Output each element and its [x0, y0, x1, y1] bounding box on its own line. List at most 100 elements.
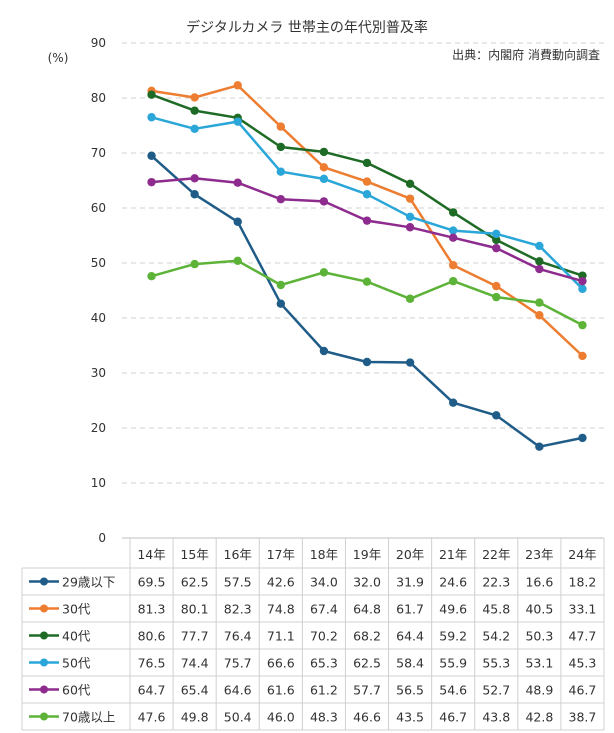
data-label: 74.4 [181, 656, 209, 671]
data-label: 38.7 [569, 710, 597, 725]
x-tick-label: 20年 [396, 547, 424, 562]
data-point [405, 212, 415, 221]
data-point [492, 281, 501, 291]
y-tick-label: 10 [91, 476, 106, 490]
data-point [405, 179, 415, 188]
data-label: 52.7 [482, 683, 510, 698]
data-label: 42.6 [267, 575, 295, 590]
data-point [405, 223, 415, 232]
data-point [535, 241, 544, 251]
y-tick-label: 40 [91, 311, 106, 325]
y-tick-label: 30 [91, 366, 106, 380]
data-point [362, 158, 372, 168]
data-point [448, 276, 458, 286]
data-point [147, 272, 156, 281]
data-label: 48.3 [310, 710, 338, 725]
data-label: 48.9 [525, 683, 553, 698]
data-point [190, 106, 199, 115]
x-tick-label: 17年 [267, 547, 295, 562]
data-point [147, 90, 156, 99]
series-line [151, 259, 584, 327]
x-tick-label: 18年 [310, 547, 338, 562]
data-point [233, 256, 242, 265]
data-label: 65.4 [181, 683, 209, 698]
data-point [190, 174, 199, 183]
x-tick-label: 23年 [525, 547, 553, 562]
data-label: 43.5 [396, 710, 424, 725]
x-tick-label: 24年 [568, 547, 596, 562]
data-point [492, 235, 501, 245]
x-tick-label: 14年 [137, 547, 165, 562]
data-point [276, 280, 286, 290]
data-label: 81.3 [138, 602, 166, 617]
y-axis-unit-label: (%) [48, 51, 69, 65]
data-label: 45.8 [482, 602, 510, 617]
data-point [448, 208, 458, 217]
data-label: 61.6 [267, 683, 295, 698]
legend-swatch-marker [40, 658, 48, 667]
gridlines [122, 42, 604, 539]
data-label: 46.7 [439, 710, 467, 725]
data-label: 18.2 [569, 575, 597, 590]
x-tick-label: 21年 [439, 547, 467, 562]
data-label: 45.3 [569, 656, 597, 671]
data-point [276, 195, 286, 204]
legend-label: 50代 [62, 656, 91, 671]
data-point [276, 299, 286, 308]
legend-swatch-marker [40, 604, 48, 613]
y-axis: 0 10 20 30 40 50 60 70 80 90 [91, 36, 106, 545]
data-label: 33.1 [569, 602, 597, 617]
data-label: 46.0 [267, 710, 295, 725]
data-point [190, 93, 199, 102]
data-label: 50.3 [525, 629, 553, 644]
x-tick-label: 16年 [224, 547, 252, 562]
data-point [578, 433, 587, 443]
chart-title: デジタルカメラ 世帯主の年代別普及率 [186, 19, 428, 36]
data-point [578, 320, 587, 330]
data-label: 61.7 [396, 602, 424, 617]
data-label: 31.9 [396, 575, 424, 590]
data-point [535, 442, 544, 451]
data-point [190, 124, 199, 133]
data-label: 54.6 [439, 683, 467, 698]
data-point [362, 277, 372, 286]
y-tick-label: 0 [98, 531, 106, 545]
data-label: 16.6 [525, 575, 553, 590]
legend-label: 30代 [62, 602, 91, 617]
data-label: 64.6 [224, 683, 252, 698]
data-label: 42.8 [525, 710, 553, 725]
data-point [319, 174, 329, 184]
data-point [362, 357, 372, 367]
data-point [535, 264, 544, 274]
x-tick-label: 22年 [482, 547, 510, 562]
data-point [362, 190, 372, 199]
data-point [535, 311, 544, 320]
data-label: 50.4 [224, 710, 252, 725]
data-label: 32.0 [353, 575, 381, 590]
data-point [276, 122, 286, 131]
data-point [319, 163, 329, 172]
legend-swatch-marker [40, 577, 48, 586]
y-tick-label: 70 [91, 146, 106, 160]
data-label: 71.1 [267, 629, 295, 644]
data-label: 53.1 [525, 656, 553, 671]
data-point [492, 292, 501, 302]
data-point [535, 257, 544, 266]
data-label: 75.7 [224, 656, 252, 671]
data-label: 43.8 [482, 710, 510, 725]
data-label: 55.9 [439, 656, 467, 671]
data-point [492, 243, 501, 253]
data-point [448, 233, 458, 242]
data-label: 77.7 [181, 629, 209, 644]
data-point [190, 259, 199, 269]
plot-area [147, 81, 587, 451]
data-label: 69.5 [138, 575, 166, 590]
data-label: 46.6 [353, 710, 381, 725]
y-tick-label: 80 [91, 91, 106, 105]
data-label: 40.5 [525, 602, 553, 617]
data-point [147, 177, 156, 187]
data-point [190, 190, 199, 199]
data-point [405, 358, 415, 367]
data-point [319, 268, 329, 277]
